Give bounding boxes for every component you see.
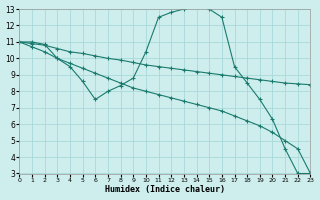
X-axis label: Humidex (Indice chaleur): Humidex (Indice chaleur)	[105, 185, 225, 194]
